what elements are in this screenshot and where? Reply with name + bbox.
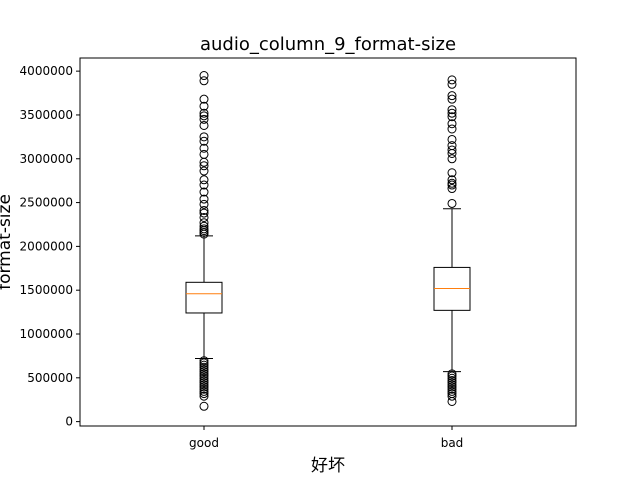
outlier-point (447, 378, 457, 388)
outlier-point (447, 79, 457, 89)
outlier-point (447, 119, 457, 129)
outlier-point (447, 124, 457, 134)
outlier-point (199, 375, 209, 385)
outlier-point (199, 218, 209, 228)
box-good (185, 281, 223, 314)
outlier-point (447, 94, 457, 104)
outlier-point (199, 194, 209, 204)
x-axis-label: 好坏 (311, 456, 345, 476)
outlier-point (199, 101, 209, 111)
outlier-point (199, 143, 209, 153)
y-tick-label: 3000000 (20, 152, 73, 166)
outlier-point (447, 175, 457, 185)
outlier-point (447, 178, 457, 188)
outlier-point (199, 401, 209, 411)
outlier-point (199, 212, 209, 222)
outlier-point (447, 384, 457, 394)
outlier-point (199, 199, 209, 209)
chart-title: audio_column_9_format-size (200, 34, 456, 55)
y-tick-label: 4000000 (20, 64, 73, 78)
outlier-point (199, 369, 209, 379)
outlier-point (199, 389, 209, 399)
y-tick-label: 500000 (27, 371, 73, 385)
plot-area: 0 500000 1000000 1500000 2000000 2500000 30000… (20, 57, 577, 450)
outlier-point (199, 205, 209, 215)
outlier-point (199, 362, 209, 372)
outlier-point (447, 134, 457, 144)
outlier-point (199, 364, 209, 374)
outlier-point (199, 180, 209, 190)
outlier-point (199, 166, 209, 176)
outlier-point (199, 71, 209, 81)
outlier-point (199, 187, 209, 197)
outlier-point (447, 386, 457, 396)
y-tick-label: 2000000 (20, 239, 73, 253)
outlier-point (447, 141, 457, 151)
outlier-point (199, 114, 209, 124)
outlier-point (199, 120, 209, 130)
outlier-point (447, 369, 457, 379)
outlier-point (199, 380, 209, 390)
outlier-point (199, 378, 209, 388)
outlier-point (199, 371, 209, 381)
outlier-point (199, 149, 209, 159)
outlier-point (447, 373, 457, 383)
outlier-point (199, 208, 209, 218)
outlier-point (447, 184, 457, 194)
outlier-point (199, 386, 209, 396)
outlier-point (199, 132, 209, 142)
outlier-point (199, 221, 209, 231)
outlier-point (447, 371, 457, 381)
outlier-point (447, 91, 457, 101)
outlier-point (199, 358, 209, 368)
outlier-point (447, 382, 457, 392)
x-tick-label: bad (441, 436, 464, 450)
y-tick-label: 2500000 (20, 196, 73, 210)
outlier-point (447, 380, 457, 390)
x-tick-label: good (189, 436, 219, 450)
outlier-point (199, 382, 209, 392)
outlier-point (447, 198, 457, 208)
outlier-point (199, 94, 209, 104)
outlier-point (199, 360, 209, 370)
outlier-point (199, 384, 209, 394)
y-tick-label: 1000000 (20, 327, 73, 341)
outlier-point (199, 108, 209, 118)
outlier-point (199, 111, 209, 121)
outlier-point (199, 356, 209, 366)
outlier-point (447, 154, 457, 164)
outlier-point (199, 175, 209, 185)
plot-frame (79, 57, 577, 427)
outlier-point (447, 168, 457, 178)
outlier-point (199, 367, 209, 377)
outlier-point (447, 75, 457, 85)
outlier-point (447, 391, 457, 401)
outlier-point (199, 373, 209, 383)
outlier-point (447, 375, 457, 385)
outlier-point (199, 391, 209, 401)
outlier-point (199, 161, 209, 171)
outlier-point (447, 389, 457, 399)
outlier-point (447, 108, 457, 118)
y-tick-label: 3500000 (20, 108, 73, 122)
outlier-point (199, 76, 209, 86)
outlier-point (447, 145, 457, 155)
y-axis-label: format-size (0, 194, 15, 290)
outlier-point (199, 224, 209, 234)
outlier-point (447, 105, 457, 115)
outlier-point (447, 112, 457, 122)
y-tick-label: 0 (65, 415, 73, 429)
outlier-point (199, 136, 209, 146)
y-tick-label: 1500000 (20, 283, 73, 297)
